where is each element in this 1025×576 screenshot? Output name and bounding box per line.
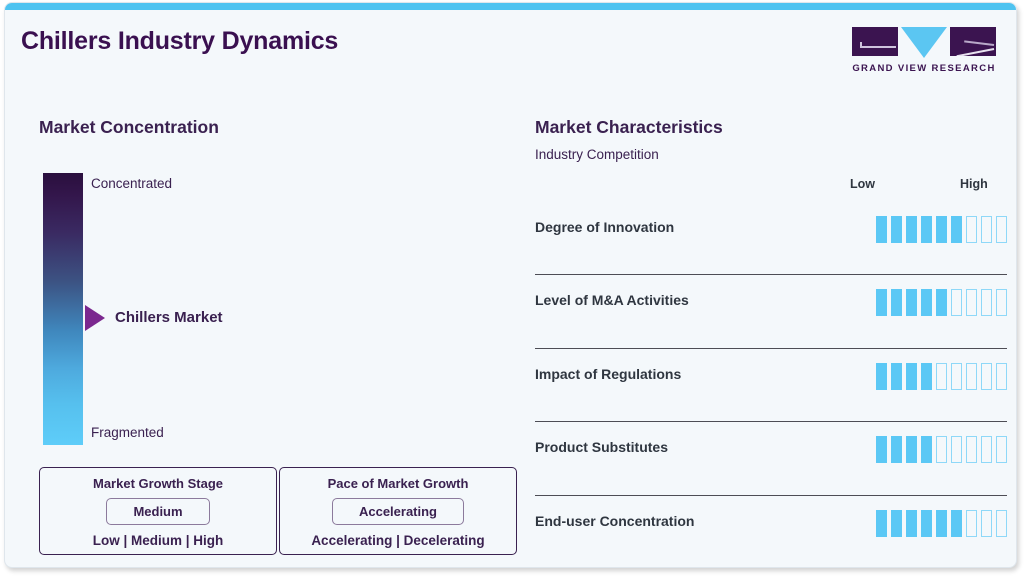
logo-rect-left-icon (852, 27, 898, 56)
rating-tick-empty (951, 289, 962, 317)
rating-tick-filled (876, 362, 887, 390)
characteristic-row: Level of M&A Activities (535, 275, 1007, 349)
logo-triangle-down-icon (901, 27, 947, 58)
market-concentration-title: Market Concentration (39, 117, 219, 137)
rating-bar-group (876, 436, 1007, 464)
rating-tick-filled (921, 436, 932, 464)
rating-tick-filled (891, 362, 902, 390)
characteristic-label: Degree of Innovation (535, 219, 675, 235)
rating-tick-empty (966, 216, 977, 243)
concentration-gradient-scale (43, 173, 83, 445)
characteristic-label: End-user Concentration (535, 512, 695, 529)
rating-tick-empty (951, 362, 962, 390)
rating-tick-filled (951, 216, 962, 243)
growth-stage-options: Low | Medium | High (92, 533, 224, 548)
rating-tick-empty (966, 436, 977, 464)
rating-tick-empty (996, 289, 1007, 317)
rating-tick-empty (996, 509, 1007, 537)
rating-tick-filled (891, 289, 902, 317)
logo-rect-right-icon (950, 27, 996, 56)
logo-wordmark: GRAND VIEW RESEARCH (852, 63, 996, 74)
market-growth-stage-box: Market Growth Stage Medium Low | Medium … (39, 467, 277, 555)
rating-bar-group (876, 289, 1007, 317)
rating-tick-filled (906, 216, 917, 243)
rating-tick-empty (966, 509, 977, 537)
rating-tick-empty (981, 436, 992, 464)
rating-tick-empty (996, 216, 1007, 243)
characteristic-label: Product Substitutes (535, 439, 669, 456)
market-characteristics-subtitle: Industry Competition (535, 147, 659, 162)
logo-marks (852, 27, 996, 59)
rating-tick-empty (981, 362, 992, 390)
rating-tick-filled (891, 509, 902, 537)
rating-tick-filled (921, 362, 932, 390)
rating-tick-empty (966, 289, 977, 317)
characteristic-row: Impact of Regulations (535, 349, 1007, 423)
characteristic-row: Degree of Innovation (535, 202, 1007, 276)
logo-left-horizontal-line (860, 46, 896, 48)
top-accent-bar (5, 3, 1016, 10)
growth-stage-title: Market Growth Stage (92, 476, 224, 491)
rating-tick-empty (981, 289, 992, 317)
market-characteristics-title: Market Characteristics (535, 117, 723, 137)
rating-tick-empty (966, 362, 977, 390)
rating-tick-filled (906, 289, 917, 317)
rating-bar-group (876, 216, 1007, 243)
rating-tick-filled (876, 289, 887, 317)
rating-tick-filled (906, 509, 917, 537)
characteristic-row: End-user Concentration (535, 496, 1007, 567)
rating-tick-empty (936, 362, 947, 390)
rating-tick-filled (906, 362, 917, 390)
rating-tick-empty (981, 509, 992, 537)
dashboard-card: Chillers Industry Dynamics GRAND VIEW RE… (4, 2, 1017, 568)
rating-bar-group (876, 509, 1007, 537)
logo-left-vertical-line (860, 42, 862, 48)
rating-tick-filled (891, 216, 902, 243)
rating-tick-filled (936, 216, 947, 243)
pace-selected-value: Accelerating (331, 498, 465, 525)
rating-bar-group (876, 362, 1007, 390)
brand-logo: GRAND VIEW RESEARCH (852, 27, 996, 74)
scale-axis-label-high: High (960, 177, 988, 191)
page-title: Chillers Industry Dynamics (21, 27, 339, 55)
rating-tick-empty (951, 436, 962, 464)
rating-tick-filled (921, 509, 932, 537)
market-position-label: Chillers Market (115, 309, 223, 326)
rating-tick-filled (891, 436, 902, 464)
scale-axis-label-low: Low (850, 177, 875, 191)
rating-tick-empty (981, 216, 992, 243)
rating-tick-filled (936, 289, 947, 317)
market-concentration-panel: Market Concentration Concentrated Fragme… (5, 3, 525, 567)
rating-tick-empty (996, 436, 1007, 464)
rating-tick-empty (936, 436, 947, 464)
rating-tick-filled (906, 436, 917, 464)
characteristics-list: Degree of Innovation Level of M&A Activit… (535, 202, 1007, 567)
characteristic-label: Impact of Regulations (535, 365, 682, 382)
characteristic-label: Level of M&A Activities (535, 292, 689, 309)
rating-tick-filled (876, 436, 887, 464)
rating-tick-filled (951, 509, 962, 537)
characteristic-row: Product Substitutes (535, 422, 1007, 496)
rating-tick-filled (936, 509, 947, 537)
rating-tick-filled (921, 289, 932, 317)
scale-label-fragmented: Fragmented (91, 425, 164, 440)
scale-label-concentrated: Concentrated (91, 176, 173, 191)
growth-stage-selected-value: Medium (106, 498, 210, 525)
rating-tick-filled (921, 216, 932, 243)
pace-title: Pace of Market Growth (327, 476, 469, 491)
market-position-marker-icon (85, 305, 105, 331)
pace-options: Accelerating | Decelerating (311, 533, 485, 548)
rating-tick-filled (876, 509, 887, 537)
rating-tick-filled (876, 216, 887, 243)
pace-of-market-growth-box: Pace of Market Growth Accelerating Accel… (279, 467, 517, 555)
market-characteristics-panel: Market Characteristics Industry Competit… (525, 3, 1016, 567)
rating-tick-empty (996, 362, 1007, 390)
